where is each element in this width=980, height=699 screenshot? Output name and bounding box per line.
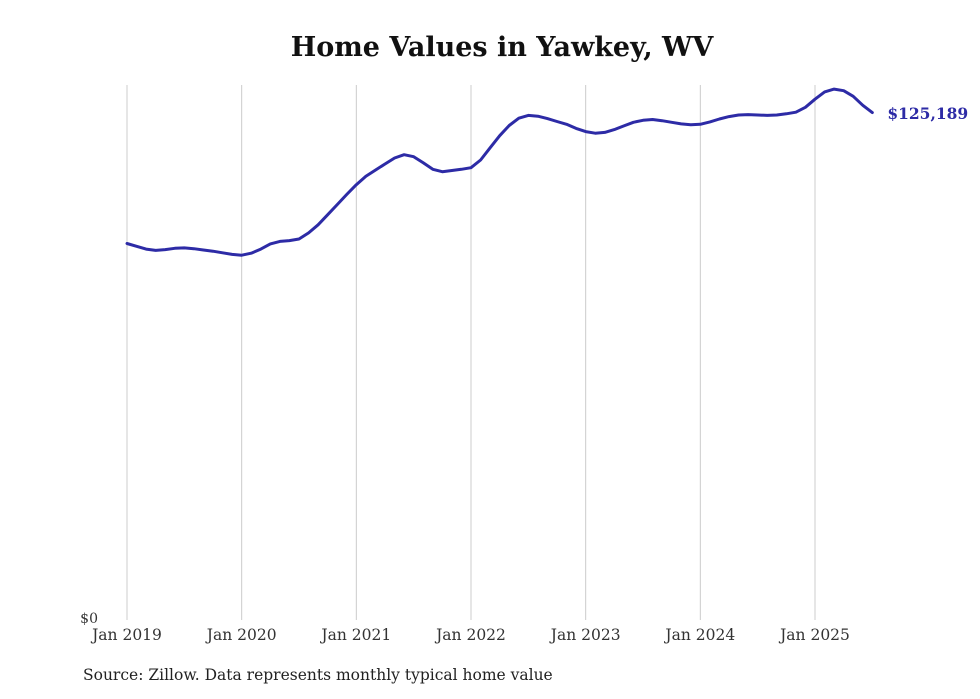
x-tick-label: Jan 2022 <box>434 626 506 644</box>
latest-value-label: $125,189 <box>887 103 969 123</box>
x-tick-label: Jan 2024 <box>663 626 735 644</box>
x-tick-label: Jan 2021 <box>319 626 391 644</box>
value-line <box>125 87 874 257</box>
x-tick-label: Jan 2023 <box>549 626 621 644</box>
chart-title: Home Values in Yawkey, WV <box>290 32 714 63</box>
y-axis-zero-label: $0 <box>80 611 98 627</box>
x-tick-label: Jan 2025 <box>778 626 850 644</box>
x-tick-label: Jan 2019 <box>90 626 162 644</box>
source-note: Source: Zillow. Data represents monthly … <box>83 666 553 684</box>
x-tick-label: Jan 2020 <box>205 626 277 644</box>
